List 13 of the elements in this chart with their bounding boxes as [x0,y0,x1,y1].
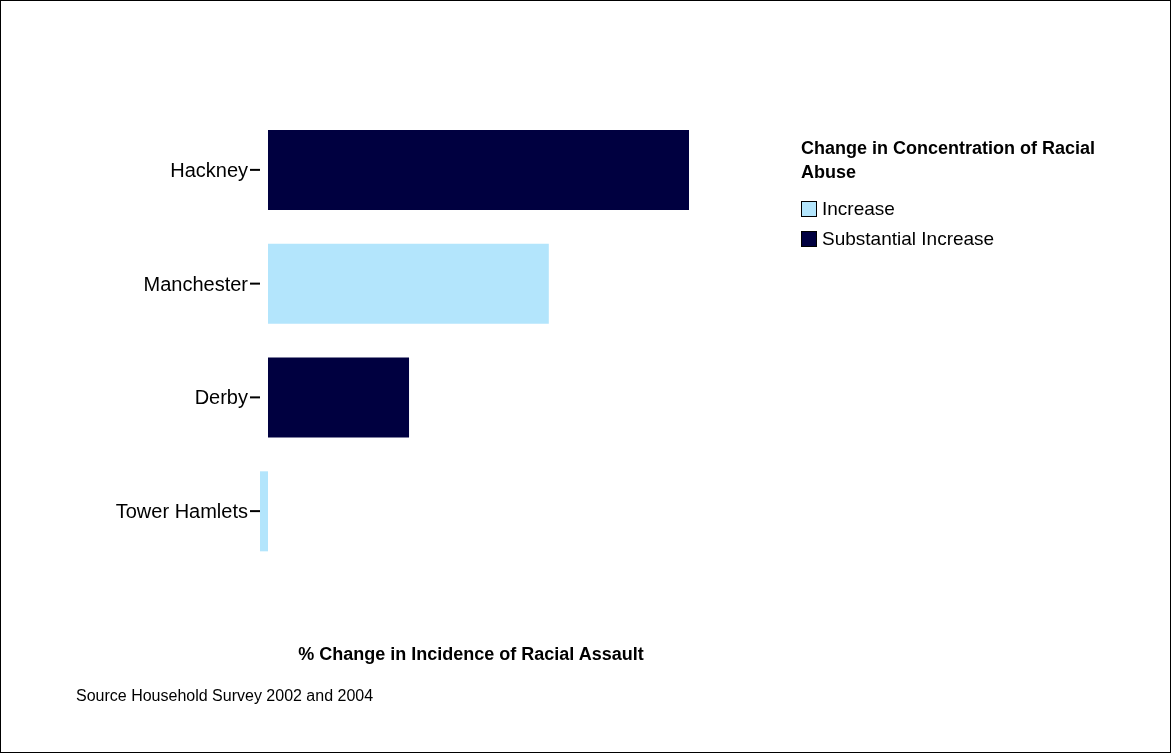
legend-label: Substantial Increase [821,227,996,251]
y-tick-label: Manchester [143,272,249,295]
y-tick-label: Hackney [170,158,248,181]
y-tick-label: Tower Hamlets [115,500,248,523]
bar [268,357,410,438]
bar [268,130,689,211]
legend-label: Increase [821,197,896,221]
source-note: Source Household Survey 2002 and 2004 [76,687,374,705]
y-tick-label: Derby [194,386,248,409]
bar [268,243,549,324]
legend-title: Change in Concentration of Racial Abuse [801,137,1097,184]
bar [260,471,268,552]
x-axis-title: % Change in Incidence of Racial Assault [297,644,645,665]
